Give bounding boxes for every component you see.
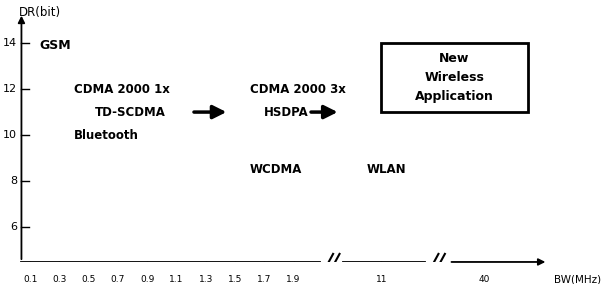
- Text: 0.5: 0.5: [81, 275, 96, 284]
- Text: WLAN: WLAN: [367, 163, 406, 176]
- Text: CDMA 2000 3x: CDMA 2000 3x: [250, 83, 346, 95]
- Text: HSDPA: HSDPA: [264, 106, 309, 119]
- Bar: [381, 43, 528, 112]
- Text: 1.3: 1.3: [198, 275, 213, 284]
- Text: 0.9: 0.9: [140, 275, 154, 284]
- Text: Bluetooth: Bluetooth: [74, 129, 139, 142]
- Text: BW(MHz): BW(MHz): [554, 275, 601, 284]
- Text: WCDMA: WCDMA: [250, 163, 302, 176]
- Text: 10: 10: [3, 130, 17, 140]
- Text: 14: 14: [3, 38, 17, 48]
- Text: CDMA 2000 1x: CDMA 2000 1x: [74, 83, 170, 95]
- Text: GSM: GSM: [39, 39, 71, 52]
- Text: 12: 12: [3, 84, 17, 94]
- Text: 1.1: 1.1: [169, 275, 184, 284]
- Text: 40: 40: [478, 275, 490, 284]
- Text: 1.5: 1.5: [228, 275, 242, 284]
- Text: New
Wireless
Application: New Wireless Application: [415, 52, 494, 103]
- Text: TD-SCDMA: TD-SCDMA: [95, 106, 165, 119]
- Text: 0.1: 0.1: [23, 275, 37, 284]
- Text: 1.9: 1.9: [286, 275, 301, 284]
- Text: 6: 6: [10, 222, 17, 232]
- Text: 0.3: 0.3: [52, 275, 67, 284]
- Text: 11: 11: [376, 275, 387, 284]
- Text: 1.7: 1.7: [257, 275, 271, 284]
- Text: 0.7: 0.7: [111, 275, 125, 284]
- Text: 8: 8: [10, 176, 17, 186]
- Text: DR(bit): DR(bit): [19, 6, 61, 19]
